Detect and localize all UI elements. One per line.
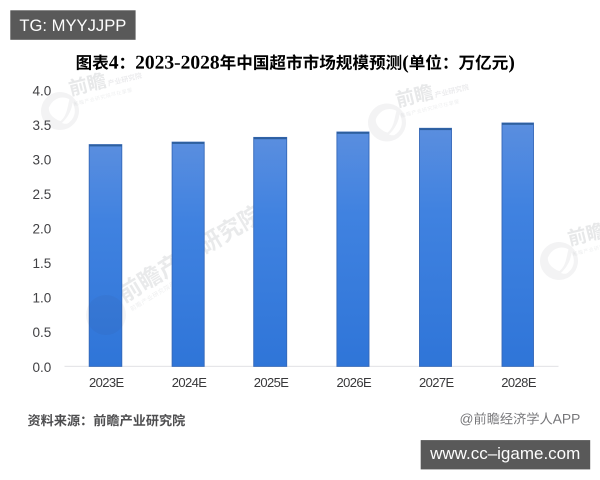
svg-text:0.5: 0.5 [33,325,52,340]
svg-text:2023E: 2023E [89,375,125,390]
svg-text:1.5: 1.5 [33,256,52,271]
svg-text:2026E: 2026E [337,375,373,390]
svg-text:1.0: 1.0 [33,291,52,306]
svg-text:4.0: 4.0 [33,83,52,98]
svg-text:2025E: 2025E [254,375,290,390]
svg-text:0.0: 0.0 [33,360,52,375]
svg-text:2.0: 2.0 [33,222,52,237]
svg-text:2027E: 2027E [419,375,455,390]
svg-text:www.cc–igame.com: www.cc–igame.com [429,444,580,463]
svg-text:3.5: 3.5 [33,118,52,133]
svg-text:2.5: 2.5 [33,187,52,202]
svg-text:TG: MYYJJPP: TG: MYYJJPP [19,16,126,35]
svg-text:2024E: 2024E [172,375,208,390]
svg-text:3.0: 3.0 [33,153,52,168]
svg-text:2028E: 2028E [501,375,537,390]
